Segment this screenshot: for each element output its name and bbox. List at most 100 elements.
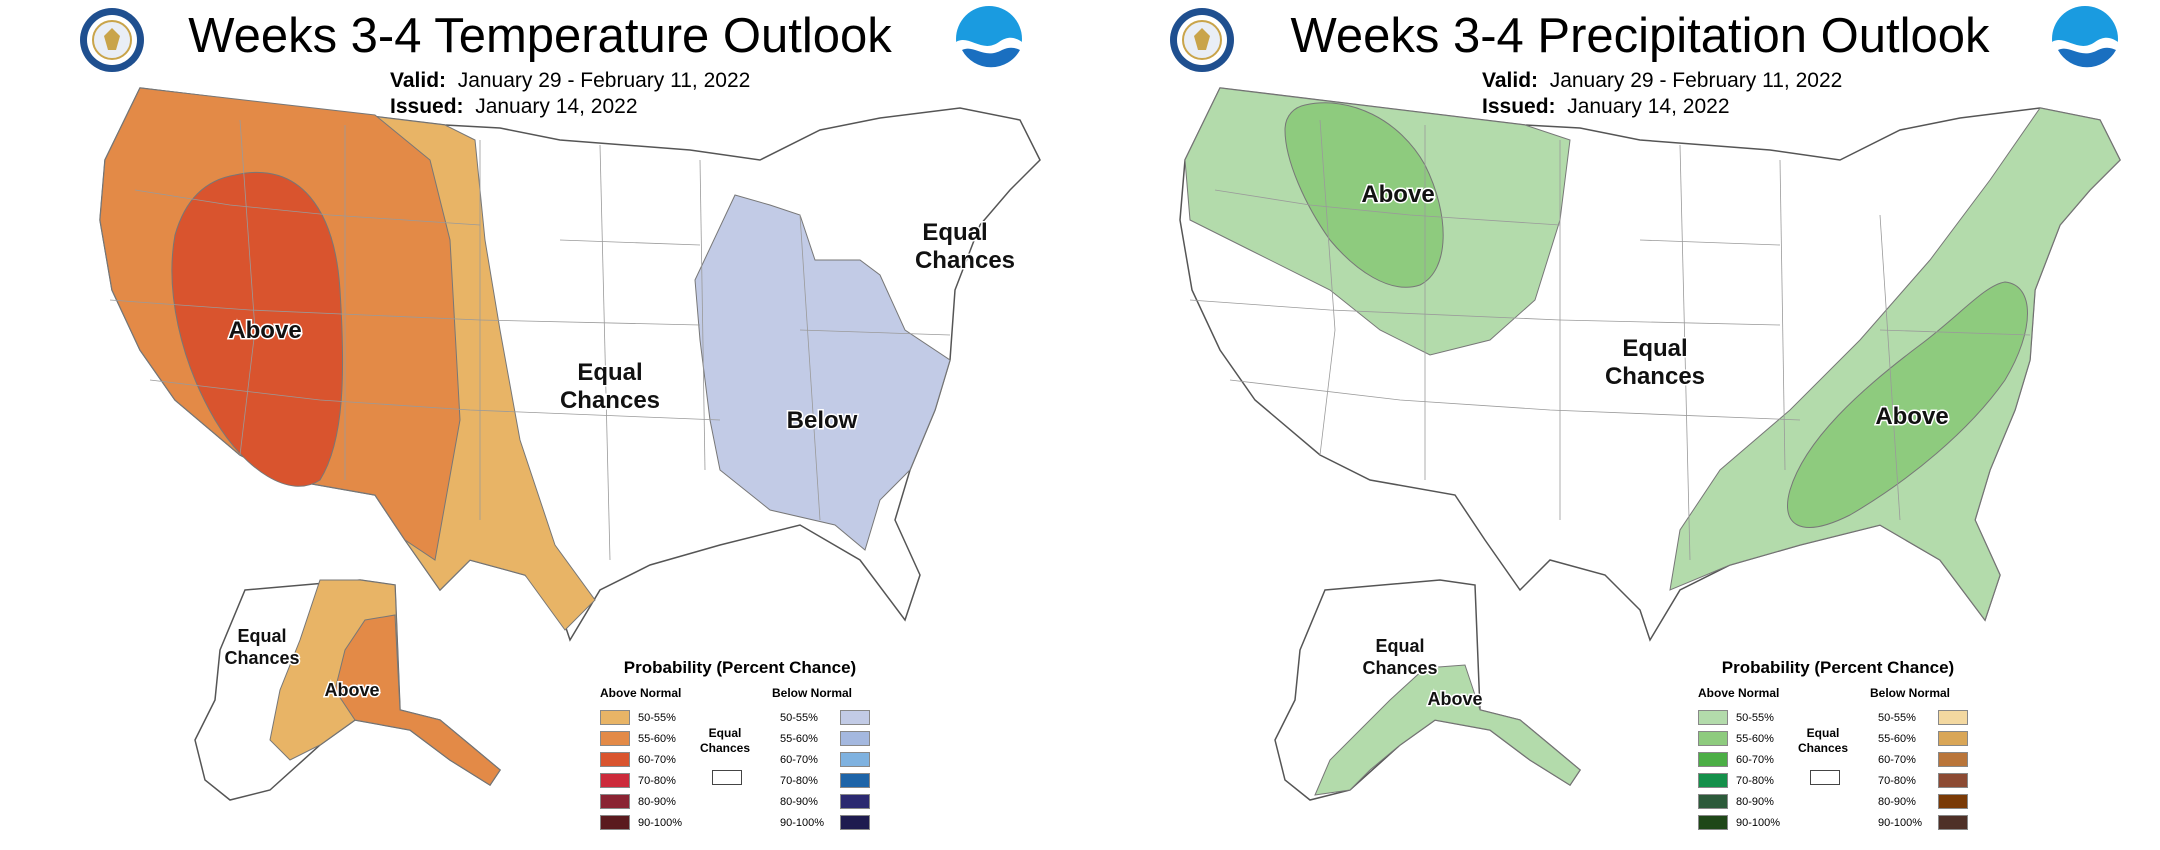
map-label-alaska-above: Above [324,680,379,700]
above-60-70-region [171,171,344,487]
legend-above-normal-heading: Above Normal [600,686,682,700]
legend-range-below-3: 70-80% [1878,775,1916,787]
legend-range-below-5: 90-100% [1878,817,1923,829]
valid-dates: Valid: January 29 - February 11, 2022 [390,68,750,94]
legend-swatch-below-2 [1938,752,1968,767]
valid-dates: Valid: January 29 - February 11, 2022 [1482,68,1842,94]
map-label-alaska-equal: Equal [1375,636,1424,656]
issued-label: Issued: [390,95,464,118]
legend-range-above-4: 80-90% [638,796,676,808]
temperature-outlook-panel: Above Equal Chances Below Equal Chances … [78,4,1041,838]
legend-swatch-above-4 [1698,794,1728,809]
legend-range-below-0: 50-55% [780,712,818,724]
precipitation-outlook-map: Above Equal Chances Above Equal Chances … [1179,87,2121,801]
map-label-chances-center: Chances [1605,363,1705,390]
page-title-precipitation: Weeks 3-4 Precipitation Outlook [1290,9,1990,63]
probability-legend: Probability (Percent Chance) Above Norma… [590,658,890,838]
issued-date: Issued: January 14, 2022 [390,94,638,120]
issued-date: Issued: January 14, 2022 [1482,94,1730,120]
legend-range-above-2: 60-70% [1736,754,1774,766]
legend-swatch-above-1 [600,731,630,746]
precipitation-outlook-panel: Above Equal Chances Above Equal Chances … [1090,0,2160,850]
map-label-equal-center: Equal [1622,335,1687,362]
legend-swatch-above-0 [600,710,630,725]
state-borders [109,119,951,561]
page-title-temperature: Weeks 3-4 Temperature Outlook [188,9,892,63]
legend-range-above-3: 70-80% [638,775,676,787]
map-label-alaska-chances: Chances [224,648,299,668]
map-label-above-west: Above [228,317,301,344]
legend-range-below-4: 80-90% [780,796,818,808]
legend-equal-chances-swatch [712,770,742,785]
alaska-above-55-60-region [334,614,501,786]
legend-swatch-above-1 [1698,731,1728,746]
legend-range-below-2: 60-70% [1878,754,1916,766]
legend-swatch-below-5 [840,815,870,830]
legend-swatch-above-5 [600,815,630,830]
issued-label: Issued: [1482,95,1556,118]
legend-swatch-below-0 [840,710,870,725]
legend-swatch-below-2 [840,752,870,767]
above-nw-55-60-region [1284,102,1444,288]
legend-swatch-below-4 [840,794,870,809]
legend-swatch-below-1 [1938,731,1968,746]
legend-range-above-2: 60-70% [638,754,676,766]
legend-range-below-2: 60-70% [780,754,818,766]
legend-range-above-0: 50-55% [1736,712,1774,724]
issued-value: January 14, 2022 [1567,95,1730,118]
map-label-alaska-chances: Chances [1362,658,1437,678]
legend-range-above-0: 50-55% [638,712,676,724]
valid-label: Valid: [390,69,447,92]
above-se-55-60-region [1787,281,2028,528]
legend-swatch-above-5 [1698,815,1728,830]
map-label-chances-plains: Chances [560,387,660,414]
department-of-commerce-seal-icon [78,6,146,74]
legend-swatch-above-3 [600,773,630,788]
legend-swatch-below-3 [1938,773,1968,788]
legend-range-above-3: 70-80% [1736,775,1774,787]
legend-range-below-5: 90-100% [780,817,825,829]
legend-above-normal-heading: Above Normal [1698,686,1780,700]
legend-swatch-above-4 [600,794,630,809]
legend-title: Probability (Percent Chance) [623,658,857,677]
map-label-below-east: Below [787,407,858,434]
legend-below-normal-heading: Below Normal [772,686,853,700]
department-of-commerce-seal-icon [1168,6,1236,74]
legend-range-above-1: 55-60% [638,733,676,745]
legend-range-above-5: 90-100% [638,817,683,829]
legend-range-above-5: 90-100% [1736,817,1781,829]
valid-value: January 29 - February 11, 2022 [1549,69,1843,92]
legend-range-below-1: 55-60% [780,733,818,745]
legend-range-below-1: 55-60% [1878,733,1916,745]
legend-swatch-above-2 [600,752,630,767]
legend-swatch-below-1 [840,731,870,746]
alaska-above-50-55-region [1314,664,1581,796]
noaa-logo-icon [2050,4,2120,75]
valid-value: January 29 - February 11, 2022 [457,69,751,92]
legend-range-below-0: 50-55% [1878,712,1916,724]
legend-below-normal-heading: Below Normal [1870,686,1951,700]
legend-equal-chances-label: Equal Chances [1798,726,1849,755]
legend-range-below-4: 80-90% [1878,796,1916,808]
legend-title: Probability (Percent Chance) [1721,658,1955,677]
map-label-alaska-above: Above [1427,689,1482,709]
noaa-logo-icon [954,4,1024,75]
legend-range-below-3: 70-80% [780,775,818,787]
valid-label: Valid: [1482,69,1539,92]
legend-swatch-above-0 [1698,710,1728,725]
legend-range-above-4: 80-90% [1736,796,1774,808]
legend-equal-chances-swatch [1810,770,1840,785]
state-borders [1189,119,2031,561]
legend-swatch-above-2 [1698,752,1728,767]
legend-swatch-below-4 [1938,794,1968,809]
map-label-equal-plains: Equal [577,359,642,386]
issued-value: January 14, 2022 [475,95,638,118]
map-label-above-nw: Above [1361,181,1434,208]
map-label-above-se: Above [1875,403,1948,430]
legend-swatch-below-0 [1938,710,1968,725]
map-label-alaska-equal: Equal [237,626,286,646]
legend-swatch-below-3 [840,773,870,788]
map-label-chances-ne: Chances [915,247,1015,274]
legend-swatch-above-3 [1698,773,1728,788]
probability-legend: Probability (Percent Chance) Above Norma… [1688,658,1988,838]
